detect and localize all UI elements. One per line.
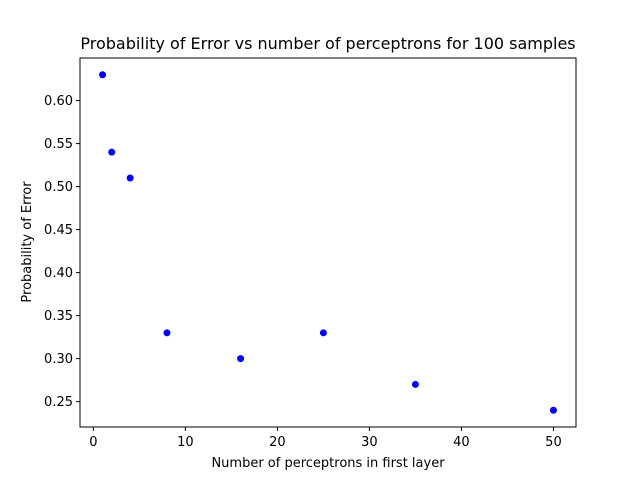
data-point: [99, 71, 107, 79]
data-point: [237, 355, 245, 363]
x-tick-label: 40: [453, 435, 470, 450]
y-tick-label: 0.45: [44, 223, 73, 238]
y-tick-label: 0.35: [44, 309, 73, 324]
x-tick-label: 10: [177, 435, 194, 450]
data-point: [163, 329, 171, 337]
x-axis-label: Number of perceptrons in first layer: [211, 456, 445, 471]
chart-title: Probability of Error vs number of percep…: [80, 34, 575, 53]
x-tick-label: 0: [89, 435, 97, 450]
y-tick-label: 0.50: [44, 180, 73, 195]
y-axis-label: Probability of Error: [20, 181, 35, 303]
data-point: [108, 148, 116, 156]
axes-frame: [79, 57, 577, 428]
y-tick-label: 0.60: [44, 94, 73, 109]
y-tick-label: 0.25: [44, 395, 73, 410]
x-tick-label: 30: [361, 435, 378, 450]
data-point: [126, 174, 134, 182]
y-tick-label: 0.30: [44, 352, 73, 367]
x-tick-label: 50: [545, 435, 562, 450]
data-point: [411, 380, 419, 388]
x-tick-label: 20: [269, 435, 286, 450]
data-point: [319, 329, 327, 337]
data-point: [549, 406, 557, 414]
plot-area: 0 10 20 30 40 50 0.25 0.30 0.35 0.40 0.45 0.50 0.55 0…: [44, 57, 577, 450]
y-tick-label: 0.40: [44, 266, 73, 281]
y-tick-label: 0.55: [44, 137, 73, 152]
